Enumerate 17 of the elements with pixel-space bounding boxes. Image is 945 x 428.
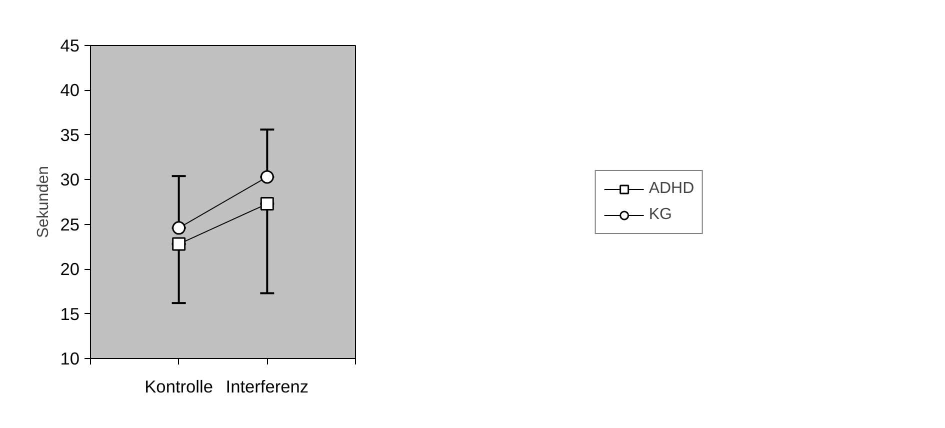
y-tick-label: 10 [60,348,80,368]
y-tick-label: 40 [60,80,80,100]
y-tick-label: 15 [60,304,80,324]
y-tick-label: 30 [60,170,80,190]
legend-label: KG [648,206,672,224]
point [260,170,274,184]
y-axis-title: Sekunden [35,166,52,238]
y-tick-label: 35 [60,124,80,145]
x-tick-label: Kontrolle [144,376,214,396]
y-tick-label: 20 [60,259,80,280]
point [172,237,186,251]
y-tick-label: 45 [60,36,80,56]
point [172,221,186,235]
legend-label: ADHD [648,180,694,198]
x-tick-label: Interferenz [226,376,309,396]
y-tick-label: 25 [60,214,80,234]
point [260,197,274,211]
